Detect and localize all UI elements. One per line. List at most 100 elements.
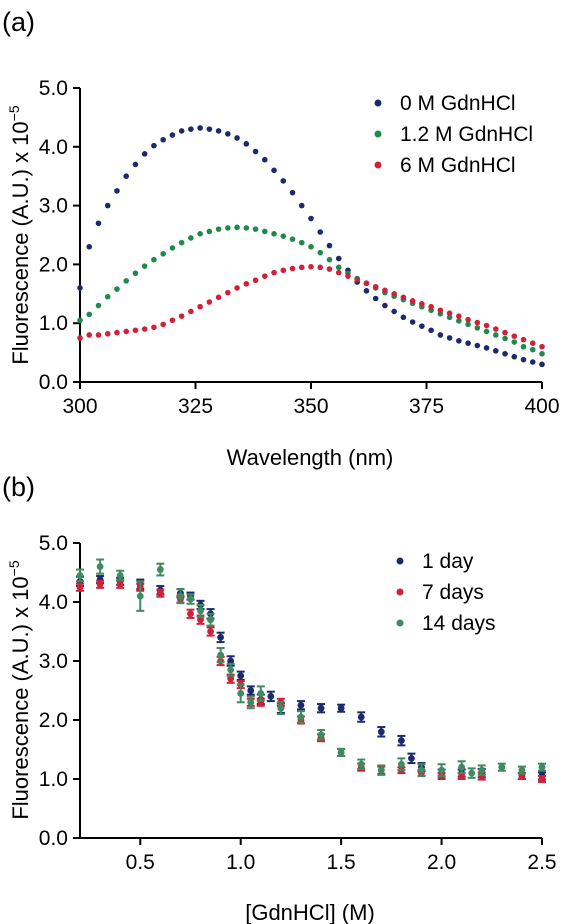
data-point [419,300,425,307]
data-point [280,178,287,184]
data-point [363,280,370,287]
data-point [363,288,370,294]
data-point [277,704,285,712]
data-point [418,766,425,774]
data-point [178,313,185,319]
data-point [76,572,84,579]
data-point [207,616,214,624]
x-tick-label: 1.5 [327,851,356,874]
x-tick-label: 325 [178,395,213,418]
data-point [465,321,471,328]
data-point [428,327,434,334]
data-point [372,283,379,290]
data-point [298,239,305,246]
data-point [77,335,83,341]
data-point [502,350,508,357]
data-point [335,269,342,276]
data-point [289,265,296,272]
x-tick-label: 2.5 [527,851,556,874]
y-tick-label: 1.0 [39,768,68,791]
data-point [188,308,194,315]
data-point [465,316,471,323]
data-point [456,318,462,324]
data-point [141,326,148,332]
data-point [123,173,129,179]
y-tick-label: 2.0 [39,709,68,732]
data-point [225,289,231,296]
data-point [252,277,259,284]
data-point [437,307,444,314]
data-point [458,772,466,780]
data-point [298,264,305,271]
data-point [114,329,120,336]
data-point [197,616,204,624]
data-point [169,132,176,138]
data-point [326,256,333,263]
data-point [391,308,397,315]
data-point [335,264,342,271]
data-point [262,228,268,235]
data-point [317,249,324,256]
y-axis-label: Fluorescence (A.U.) x 10−5 [6,560,33,819]
series-3 [77,263,545,350]
y-tick-label: 1.0 [39,312,68,335]
data-point [86,332,93,338]
data-point [465,340,471,346]
data-point [446,314,453,321]
data-point [337,704,345,712]
data-point [478,766,486,774]
data-point [345,273,351,279]
data-point [243,281,250,287]
data-point [382,287,388,294]
data-point [493,326,499,332]
data-point [280,233,287,239]
data-point [76,583,84,591]
data-point [511,339,518,345]
data-point [225,131,231,137]
data-point [511,333,518,339]
data-point [227,657,235,665]
panel-label-b: (b) [2,472,35,502]
data-point [326,266,333,272]
y-axis-label: Fluorescence (A.U.) x 10−5 [6,105,33,364]
data-point [234,224,240,231]
data-point [408,754,415,762]
data-point [409,298,416,304]
data-point [529,359,536,365]
data-point [197,303,203,310]
data-point [206,299,213,305]
data-point [104,202,111,209]
data-point [520,336,527,343]
data-point [391,291,397,297]
data-point [160,251,166,257]
data-point [317,264,324,271]
y-tick-label: 3.0 [39,650,68,673]
data-point [227,666,235,674]
data-point [156,589,164,597]
data-point [511,353,518,360]
data-point [151,324,157,331]
data-point [483,322,490,329]
data-point [502,329,508,336]
data-point [86,243,93,250]
chart-panel-a: (a) 0.0 1.0 2.0 3.0 4.0 5.0 300 325 350 375 400 Wav… [2,7,560,470]
data-point [217,651,225,659]
legend-label: 7 days [422,581,484,604]
data-point [95,220,102,227]
data-point [234,285,240,291]
chart-panel-b: (b) 0.0 1.0 2.0 3.0 4.0 5.0 0.5 1.0 1.5 2.0 2.5 [Gd… [2,472,557,924]
data-point [114,188,120,194]
data-point [247,687,255,694]
legend-marker [396,619,404,627]
data-point [243,225,250,231]
y-tick-label: 5.0 [39,77,68,100]
data-point [400,314,407,321]
data-point [308,263,314,270]
data-point [215,294,222,301]
y-tick-label: 2.0 [39,253,68,276]
data-point [206,228,213,235]
x-tick-label: 350 [293,395,328,418]
data-point [227,675,235,683]
data-point [188,235,194,241]
